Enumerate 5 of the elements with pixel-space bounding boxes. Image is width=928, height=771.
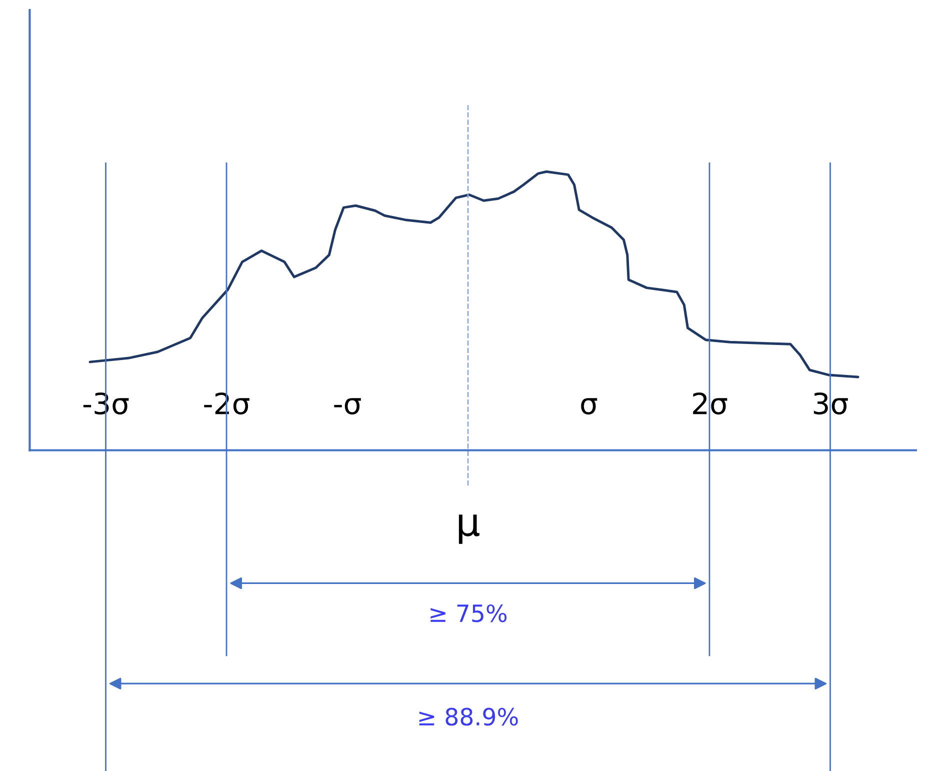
text: ≥ 75% [430, 604, 507, 622]
text: ≥ 88.9% [419, 708, 518, 726]
x-tick-label: σ [581, 398, 598, 415]
x-tick-label: -σ [334, 398, 361, 415]
ref-line-label: μ [458, 514, 480, 544]
